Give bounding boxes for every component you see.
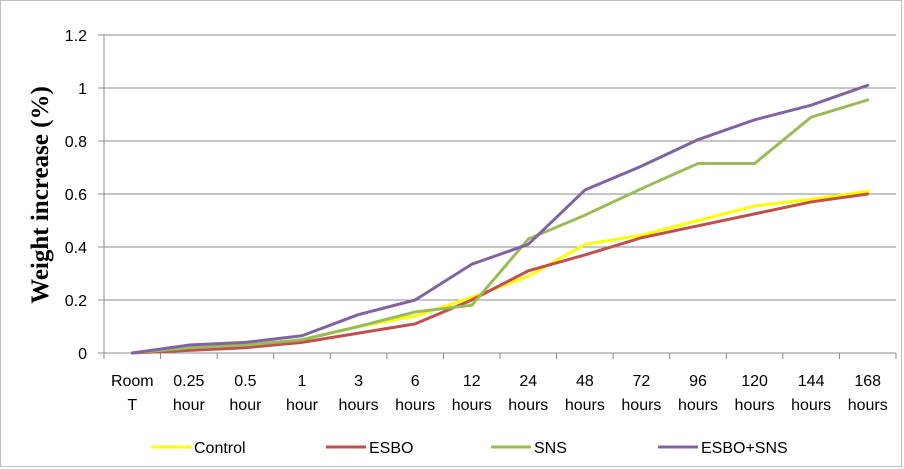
y-tick-labels: 0 0.2 0.4 0.6 0.8 1 1.2 [65,28,87,363]
x-tick-label: 96 [689,373,707,390]
x-tick-label: hours [678,397,718,414]
x-tick-label: 168 [854,373,881,390]
x-tick-label: hours [395,397,435,414]
x-tick-label: 0.25 [173,373,204,390]
x-tick-label: hour [229,397,262,414]
x-tick-label: 12 [463,373,481,390]
series-lines [130,83,870,355]
y-tick-label: 0.8 [65,134,87,151]
y-tick-label: 0.4 [65,240,87,257]
x-tick-label: 48 [576,373,594,390]
axes [98,34,897,359]
x-tick-label: 72 [633,373,651,390]
y-tick-label: 0.2 [65,293,87,310]
x-tick-label: 3 [354,373,363,390]
y-tick-label: 0.6 [65,187,87,204]
legend-label: SNS [534,440,567,457]
y-tick-label: 1.2 [65,28,87,45]
x-tick-label: hours [735,397,775,414]
x-tick-label: hour [286,397,319,414]
legend-label: ESBO [369,440,413,457]
x-tick-label: 24 [519,373,537,390]
x-tick-label: hours [452,397,492,414]
y-axis-label: Weight increase (%) [27,86,54,304]
gridlines [104,34,896,301]
series-line-esbo [130,192,870,355]
x-tick-label: hours [791,397,831,414]
x-tick-label: Room [111,373,154,390]
x-tick-label: hour [173,397,206,414]
x-tick-label: hours [621,397,661,414]
y-tick-label: 1 [78,81,87,98]
y-tick-label: 0 [78,346,87,363]
series-line-esbo-sns [130,83,870,355]
x-tick-label: 120 [741,373,768,390]
x-tick-label: 0.5 [234,373,256,390]
x-tick-label: hours [565,397,605,414]
x-tick-label: 6 [411,373,420,390]
x-tick-label: hours [339,397,379,414]
series-line-sns [130,98,870,355]
x-tick-labels: Room T 0.25 hour 0.5 hour 1 hour 3 hours 6 hours 12 h… [111,373,888,414]
legend: Control ESBO SNS ESBO+SNS [151,440,788,457]
legend-label: ESBO+SNS [701,440,788,457]
x-tick-label: 144 [798,373,825,390]
legend-label: Control [194,440,246,457]
x-tick-label: T [127,397,137,414]
x-tick-label: 1 [298,373,307,390]
x-tick-label: hours [508,397,548,414]
x-tick-label: hours [848,397,888,414]
